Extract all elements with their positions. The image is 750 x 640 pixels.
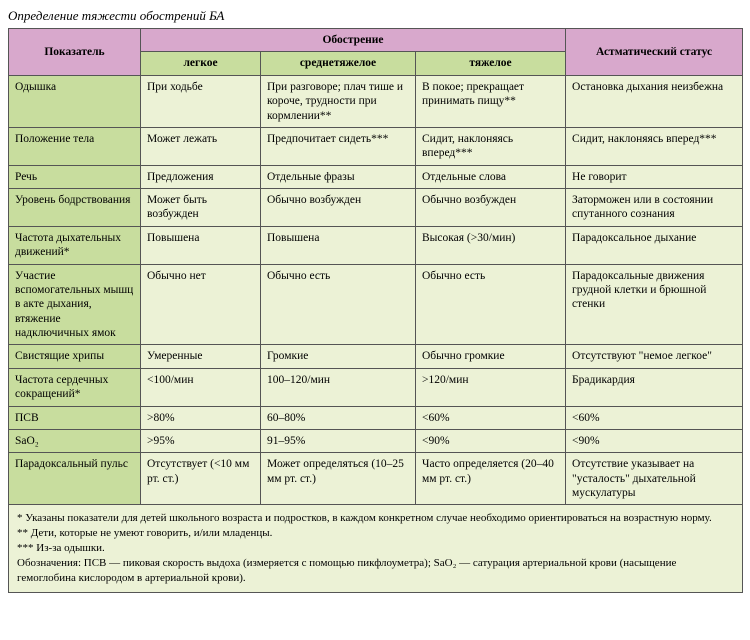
row-label: Участие вспомогательных мышц в акте дыха… [9,264,141,345]
table-cell: Заторможен или в состоянии спутанного со… [566,189,743,227]
table-row: ПСВ>80%60–80%<60%<60% [9,406,743,429]
table-cell: Обычно нет [141,264,261,345]
row-label: Свистящие хрипы [9,345,141,368]
table-row: Частота дыхательных движений*ПовышенаПов… [9,226,743,264]
row-label: Положение тела [9,127,141,165]
table-cell: Предложения [141,165,261,188]
table-cell: Отдельные фразы [261,165,416,188]
col-indicator: Показатель [9,29,141,76]
table-cell: В покое; прекращает принимать пищу** [416,75,566,127]
row-label: Частота сердечных сокращений* [9,368,141,406]
table-cell: 100–120/мин [261,368,416,406]
table-cell: Может быть возбужден [141,189,261,227]
table-cell: Обычно громкие [416,345,566,368]
table-cell: Сидит, наклоняясь вперед*** [416,127,566,165]
table-cell: Предпочитает сидеть*** [261,127,416,165]
row-label: Парадоксальный пульс [9,453,141,505]
table-cell: При ходьбе [141,75,261,127]
table-cell: 91–95% [261,429,416,452]
row-label: Одышка [9,75,141,127]
table-cell: <100/мин [141,368,261,406]
row-label: SaO₂ [9,429,141,452]
table-cell: Повышена [141,226,261,264]
table-cell: Высокая (>30/мин) [416,226,566,264]
col-moderate: среднетяжелое [261,52,416,75]
table-cell: Не говорит [566,165,743,188]
table-cell: >95% [141,429,261,452]
col-mild: легкое [141,52,261,75]
table-cell: Умеренные [141,345,261,368]
col-severe: тяжелое [416,52,566,75]
table-cell: Отдельные слова [416,165,566,188]
table-row: Участие вспомогательных мышц в акте дыха… [9,264,743,345]
table-cell: <90% [416,429,566,452]
row-label: Речь [9,165,141,188]
row-label: Уровень бодрствования [9,189,141,227]
table-row: SaO₂>95%91–95%<90%<90% [9,429,743,452]
table-row: Частота сердечных сокращений*<100/мин100… [9,368,743,406]
row-label: ПСВ [9,406,141,429]
table-cell: Парадоксальное дыхание [566,226,743,264]
table-row: Уровень бодрствованияМожет быть возбужде… [9,189,743,227]
table-cell: Обычно есть [416,264,566,345]
table-cell: При разговоре; плач тише и короче, трудн… [261,75,416,127]
table-cell: Отсутствуют "немое легкое" [566,345,743,368]
table-cell: Повышена [261,226,416,264]
table-cell: Парадоксальные движения грудной клетки и… [566,264,743,345]
severity-table: Показатель Обострение Астматический стат… [8,28,743,593]
footnotes: * Указаны показатели для детей школьного… [9,505,743,592]
table-cell: Может определяться (10–25 мм рт. ст.) [261,453,416,505]
table-title: Определение тяжести обострений БА [8,8,742,24]
table-cell: Обычно возбужден [416,189,566,227]
col-exacerbation: Обострение [141,29,566,52]
table-cell: Громкие [261,345,416,368]
table-cell: >80% [141,406,261,429]
table-cell: Сидит, наклоняясь вперед*** [566,127,743,165]
table-cell: Остановка дыхания неизбежна [566,75,743,127]
table-cell: Отсутствует (<10 мм рт. ст.) [141,453,261,505]
table-cell: Часто определяется (20–40 мм рт. ст.) [416,453,566,505]
table-row: Положение телаМожет лежатьПредпочитает с… [9,127,743,165]
table-cell: <60% [416,406,566,429]
table-cell: Отсутствие указывает на "усталость" дыха… [566,453,743,505]
table-cell: >120/мин [416,368,566,406]
table-row: ОдышкаПри ходьбеПри разговоре; плач тише… [9,75,743,127]
table-cell: 60–80% [261,406,416,429]
table-row: РечьПредложенияОтдельные фразыОтдельные … [9,165,743,188]
table-cell: Обычно возбужден [261,189,416,227]
table-cell: Брадикардия [566,368,743,406]
table-cell: <60% [566,406,743,429]
table-cell: <90% [566,429,743,452]
row-label: Частота дыхательных движений* [9,226,141,264]
table-cell: Может лежать [141,127,261,165]
col-status: Астматический статус [566,29,743,76]
table-row: Свистящие хрипыУмеренныеГромкиеОбычно гр… [9,345,743,368]
table-cell: Обычно есть [261,264,416,345]
table-row: Парадоксальный пульсОтсутствует (<10 мм … [9,453,743,505]
